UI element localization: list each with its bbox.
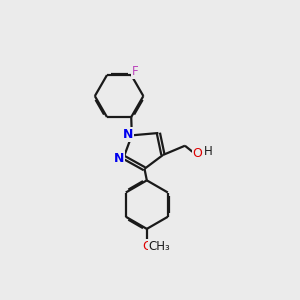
Text: N: N xyxy=(122,128,133,141)
Text: CH₃: CH₃ xyxy=(149,240,170,253)
Text: N: N xyxy=(114,152,124,165)
Text: H: H xyxy=(204,145,213,158)
Text: F: F xyxy=(132,65,139,78)
Text: O: O xyxy=(142,240,152,253)
Text: O: O xyxy=(193,147,202,160)
